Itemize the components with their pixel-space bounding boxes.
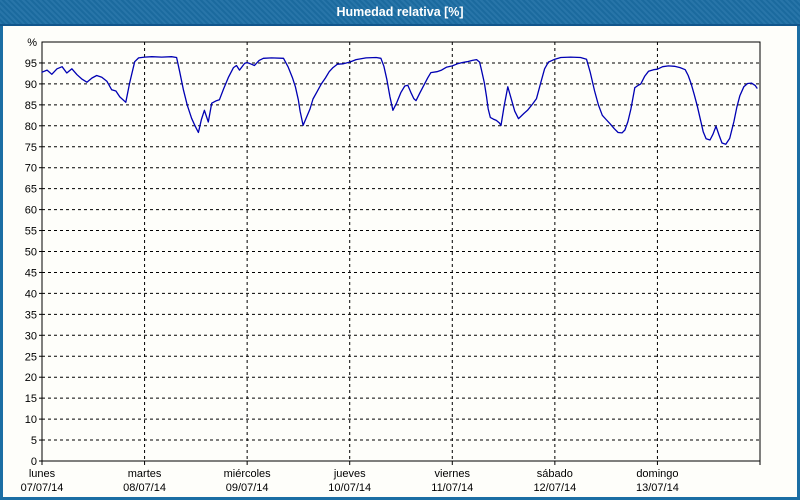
x-day-label: jueves [333,468,366,480]
y-tick-label: 0 [31,456,37,468]
chart-title: Humedad relativa [%] [336,5,464,19]
x-date-label: 08/07/14 [123,482,166,494]
y-axis-unit-label: % [27,37,37,49]
y-tick-label: 75 [25,142,37,154]
y-tick-label: 25 [25,351,37,363]
x-day-label: viernes [435,468,471,480]
y-tick-label: 70 [25,163,37,175]
y-tick-label: 95 [25,58,37,70]
x-day-label: lunes [29,468,56,480]
y-tick-label: 60 [25,205,37,217]
x-day-label: miércoles [224,468,272,480]
y-tick-label: 85 [25,100,37,112]
x-day-label: martes [128,468,162,480]
plot-border [41,41,761,462]
y-tick-label: 15 [25,393,37,405]
x-date-label: 09/07/14 [226,482,269,494]
x-day-label: sábado [537,468,573,480]
y-tick-label: 30 [25,330,37,342]
humidity-series-line [41,56,758,145]
y-tick-label: 65 [25,184,37,196]
y-tick-label: 50 [25,247,37,259]
y-tick-label: 10 [25,414,37,426]
y-tick-label: 45 [25,267,37,279]
x-date-label: 12/07/14 [533,482,576,494]
x-date-label: 11/07/14 [431,482,473,494]
title-bar: Humedad relativa [%] [0,0,800,26]
x-date-label: 07/07/14 [21,482,64,494]
x-day-label: domingo [636,468,678,480]
y-tick-label: 5 [31,435,37,447]
y-tick-label: 40 [25,288,37,300]
y-tick-label: 90 [25,79,37,91]
y-tick-label: 80 [25,121,37,133]
y-tick-label: 55 [25,226,37,238]
y-tick-label: 35 [25,309,37,321]
x-date-label: 10/07/14 [328,482,371,494]
y-tick-label: 20 [25,372,37,384]
x-date-label: 13/07/14 [636,482,679,494]
